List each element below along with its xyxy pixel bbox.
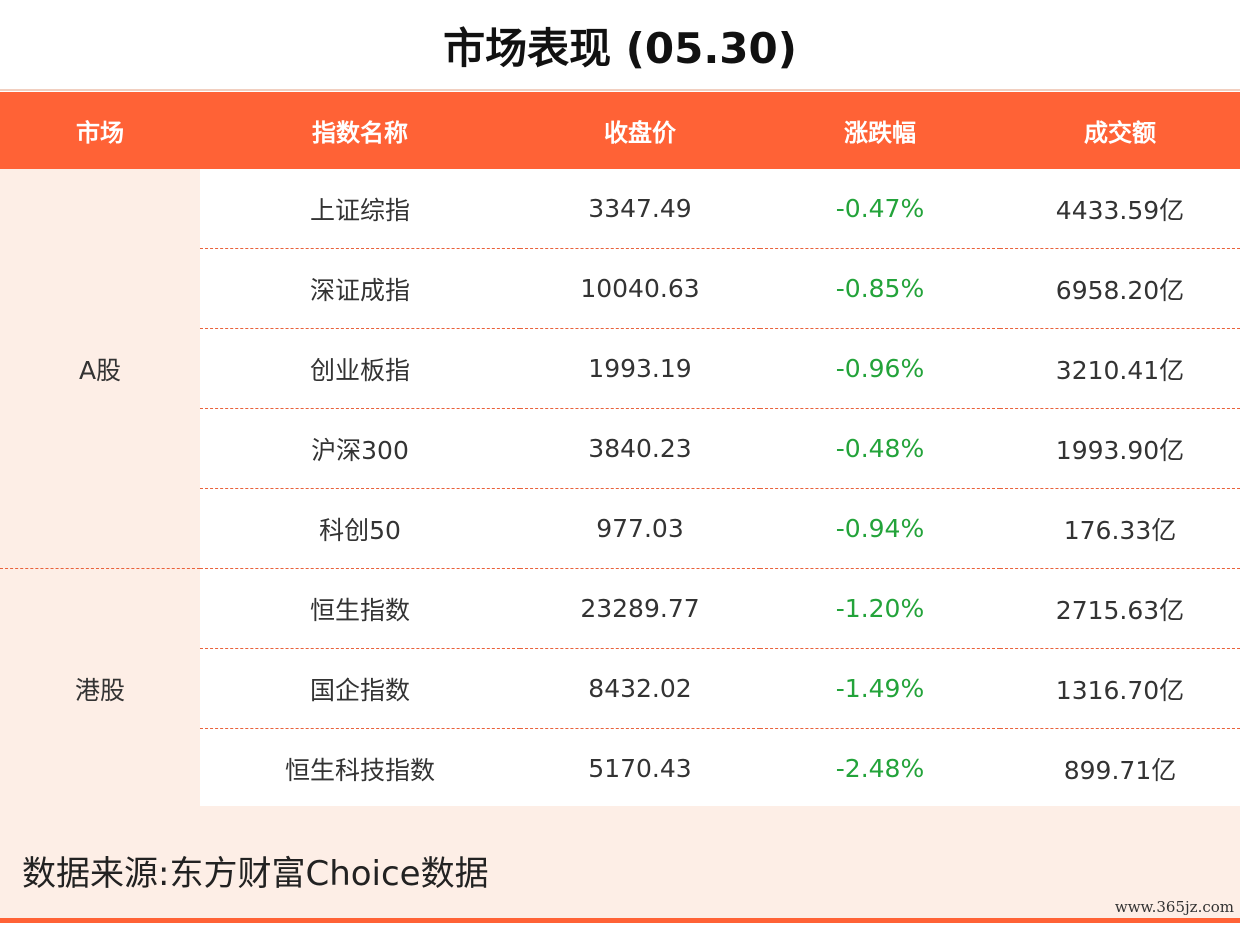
change-percent: -0.94% — [760, 488, 1000, 569]
market-table: 市场 指数名称 收盘价 涨跌幅 成交额 A股 上证综指 3347.49 -0.4… — [0, 92, 1240, 809]
change-percent: -1.49% — [760, 648, 1000, 729]
table-row: 恒生科技指数 5170.43 -2.48% 899.71亿 — [0, 728, 1240, 809]
close-price: 1993.19 — [520, 328, 760, 409]
index-name: 深证成指 — [200, 248, 520, 329]
change-percent: -0.85% — [760, 248, 1000, 329]
turnover: 3210.41亿 — [1000, 328, 1240, 409]
column-header-market: 市场 — [0, 92, 200, 169]
turnover: 4433.59亿 — [1000, 169, 1240, 249]
column-header-close: 收盘价 — [520, 92, 760, 169]
column-header-change: 涨跌幅 — [760, 92, 1000, 169]
page-title: 市场表现 (05.30) — [443, 23, 797, 73]
turnover: 1993.90亿 — [1000, 408, 1240, 489]
table-row: A股 上证综指 3347.49 -0.47% 4433.59亿 — [0, 169, 1240, 569]
footer: 数据来源:东方财富Choice数据 www.365jz.com — [0, 806, 1240, 918]
close-price: 5170.43 — [520, 728, 760, 809]
index-name: 创业板指 — [200, 328, 520, 409]
data-source-note: 数据来源:东方财富Choice数据 — [22, 854, 489, 894]
index-name: 恒生指数 — [200, 568, 520, 649]
change-percent: -2.48% — [760, 728, 1000, 809]
close-price: 10040.63 — [520, 248, 760, 329]
table-header-row: 市场 指数名称 收盘价 涨跌幅 成交额 — [0, 92, 1240, 169]
turnover: 899.71亿 — [1000, 728, 1240, 809]
table-row: 国企指数 8432.02 -1.49% 1316.70亿 — [0, 648, 1240, 729]
table-row: 科创50 977.03 -0.94% 176.33亿 — [0, 488, 1240, 569]
change-percent: -1.20% — [760, 568, 1000, 649]
column-header-turnover: 成交额 — [1000, 92, 1240, 169]
turnover: 2715.63亿 — [1000, 568, 1240, 649]
close-price: 3840.23 — [520, 408, 760, 489]
close-price: 23289.77 — [520, 568, 760, 649]
change-percent: -0.48% — [760, 408, 1000, 489]
watermark: www.365jz.com — [1114, 898, 1234, 916]
title-divider — [0, 89, 1240, 91]
table-row: 沪深300 3840.23 -0.48% 1993.90亿 — [0, 408, 1240, 489]
close-price: 3347.49 — [520, 169, 760, 249]
turnover: 6958.20亿 — [1000, 248, 1240, 329]
index-name: 沪深300 — [200, 408, 520, 489]
index-name: 科创50 — [200, 488, 520, 569]
table-row: 创业板指 1993.19 -0.96% 3210.41亿 — [0, 328, 1240, 409]
column-header-index-name: 指数名称 — [200, 92, 520, 169]
market-label-a-share: A股 — [0, 169, 200, 569]
bottom-divider — [0, 918, 1240, 923]
close-price: 977.03 — [520, 488, 760, 569]
turnover: 176.33亿 — [1000, 488, 1240, 569]
index-name: 恒生科技指数 — [200, 728, 520, 809]
change-percent: -0.96% — [760, 328, 1000, 409]
index-name: 上证综指 — [200, 169, 520, 249]
market-label-hk-share: 港股 — [0, 568, 200, 809]
change-percent: -0.47% — [760, 169, 1000, 249]
index-name: 国企指数 — [200, 648, 520, 729]
table-row: 深证成指 10040.63 -0.85% 6958.20亿 — [0, 248, 1240, 329]
turnover: 1316.70亿 — [1000, 648, 1240, 729]
close-price: 8432.02 — [520, 648, 760, 729]
table-row: 港股 恒生指数 23289.77 -1.20% 2715.63亿 — [0, 568, 1240, 809]
